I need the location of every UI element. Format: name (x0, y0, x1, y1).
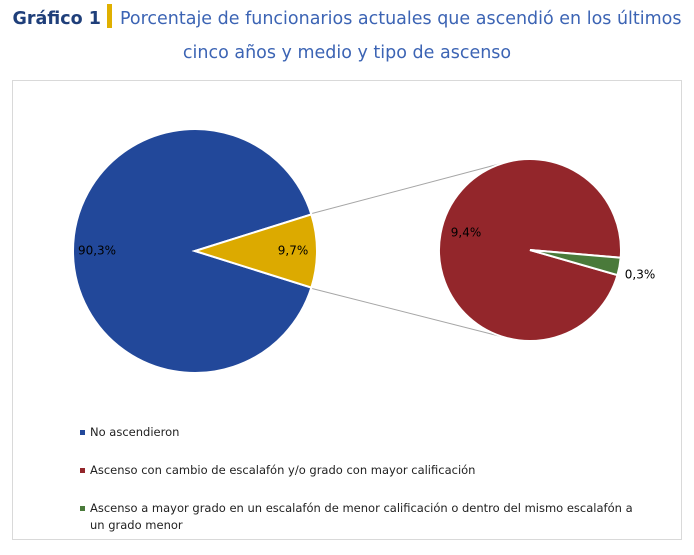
legend: No ascendieron Ascenso con cambio de esca… (80, 424, 640, 555)
connector-line (309, 162, 504, 215)
figure-label: Gráfico 1 (12, 9, 101, 29)
legend-entry: Ascenso con cambio de escalafón y/o grad… (80, 462, 640, 479)
legend-label: No ascendieron (90, 425, 180, 439)
header: Gráfico 1 Porcentaje de funcionarios actu… (12, 2, 682, 70)
legend-entry: Ascenso a mayor grado en un escalafón de… (80, 500, 640, 534)
legend-entry: No ascendieron (80, 424, 640, 441)
legend-marker (80, 506, 85, 511)
legend-label: Ascenso a mayor grado en un escalafón de… (90, 501, 633, 532)
data-label: 0,3% (625, 268, 656, 282)
chart-frame (12, 80, 682, 540)
data-label: 9,4% (451, 226, 482, 240)
legend-marker (80, 468, 85, 473)
data-label: 90,3% (78, 244, 116, 258)
legend-marker (80, 430, 85, 435)
legend-label: Ascenso con cambio de escalafón y/o grad… (90, 463, 476, 477)
connector-line (309, 287, 504, 338)
pie-slice (529, 249, 622, 277)
chart-title: Porcentaje de funcionarios actuales que … (119, 9, 682, 63)
title-bar (106, 4, 112, 28)
pie-slice (191, 213, 318, 289)
data-label: 9,7% (278, 244, 309, 258)
